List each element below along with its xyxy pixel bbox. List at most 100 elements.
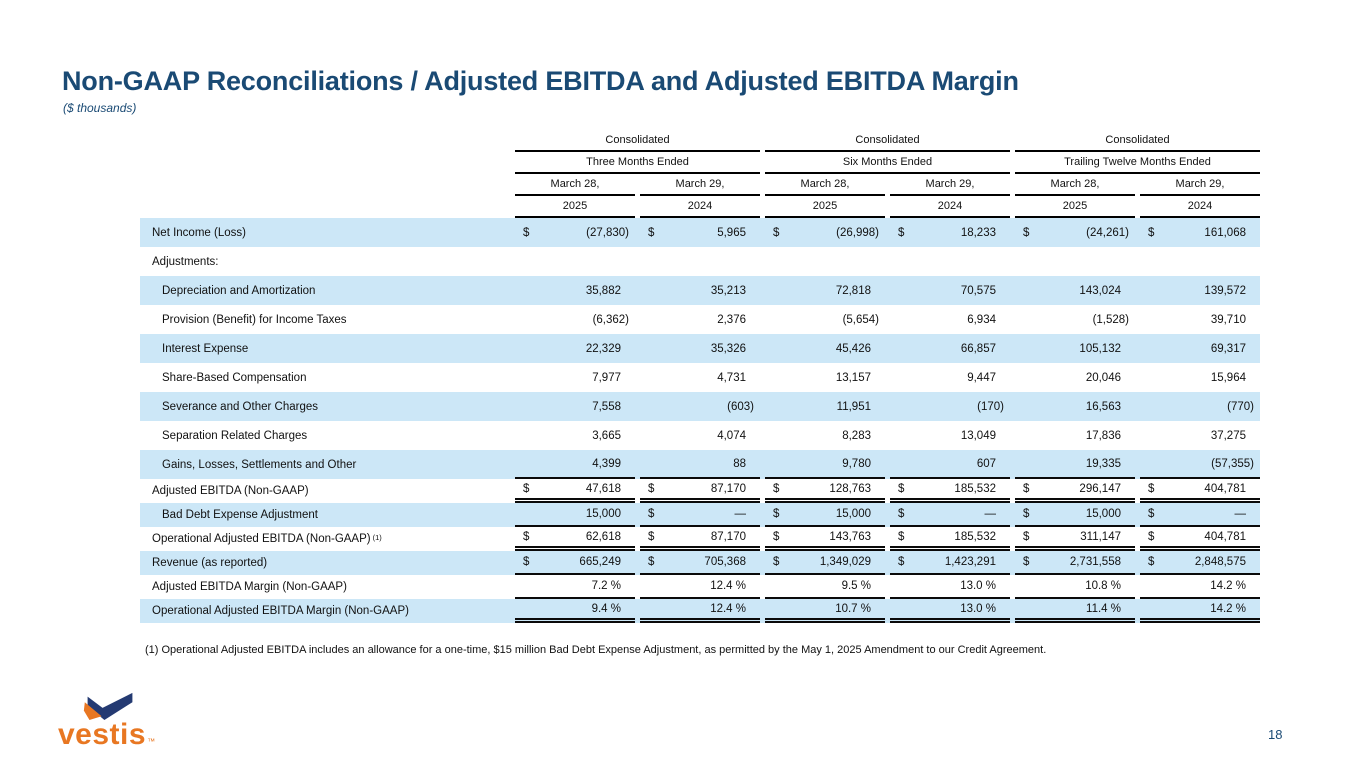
dollar-sign: $	[773, 508, 780, 520]
value-cell: 143,024	[1015, 276, 1135, 305]
header-row: Consolidated Consolidated Consolidated	[140, 130, 1260, 152]
cell-value: 18,233	[960, 226, 996, 239]
reconciliation-table: Consolidated Consolidated Consolidated Thre…	[140, 130, 1260, 623]
value-cell: 11.4 %	[1015, 599, 1135, 623]
cell-value: 665,249	[579, 556, 621, 568]
cell-value: (6,362)	[592, 313, 629, 326]
cell-value: 88	[733, 457, 746, 470]
cell-value: 11,951	[836, 400, 871, 413]
table-row: Separation Related Charges 3,665 4,074 8,28…	[140, 421, 1260, 450]
cell-value: 15,000	[1085, 508, 1121, 520]
value-cell: 70,575	[890, 276, 1010, 305]
table-row: Interest Expense 22,329 35,326 45,426 66,857…	[140, 334, 1260, 363]
cell-value: 13,157	[835, 371, 871, 384]
value-cell: 37,275	[1140, 421, 1260, 450]
value-cell: 10.8 %	[1015, 575, 1135, 599]
value-cell: 7,977	[515, 363, 635, 392]
group-period-label: Six Months Ended	[765, 152, 1010, 174]
cell-value: 8,283	[842, 429, 871, 442]
cell-value: 11.4 %	[1086, 602, 1121, 615]
cell-value: 35,326	[710, 342, 746, 355]
units-subtitle: ($ thousands)	[63, 101, 137, 115]
header-row: Three Months Ended Six Months Ended Traili…	[140, 152, 1260, 174]
cell-value: 404,781	[1204, 530, 1246, 543]
cell-value: 19,335	[1085, 457, 1121, 470]
dollar-sign: $	[1023, 226, 1030, 239]
value-cell: $ (26,998)	[765, 218, 885, 247]
cell-value: 9,780	[842, 457, 871, 470]
cell-value: 87,170	[710, 482, 746, 495]
cell-value: 4,074	[717, 429, 746, 442]
cell-value: (1,528)	[1092, 313, 1129, 326]
table-header: Consolidated Consolidated Consolidated Thre…	[140, 130, 1260, 218]
value-cell: 4,399	[515, 450, 635, 479]
group-region-label: Consolidated	[1015, 130, 1260, 152]
row-label: Operational Adjusted EBITDA (Non-GAAP) (1…	[152, 532, 382, 546]
date-header: March 28,	[515, 174, 635, 196]
row-label: Bad Debt Expense Adjustment	[162, 509, 318, 521]
value-cell: $ (27,830)	[515, 218, 635, 247]
value-cell: $47,618	[515, 479, 635, 503]
cell-value: 5,965	[717, 226, 746, 239]
cell-value: 45,426	[835, 342, 871, 355]
value-cell: $ —	[1140, 503, 1260, 527]
header-spacer	[140, 130, 515, 152]
cell-value: 9,447	[967, 371, 996, 384]
row-label: Severance and Other Charges	[162, 400, 318, 413]
dollar-sign: $	[523, 556, 530, 568]
cell-value: 35,882	[585, 284, 621, 297]
row-label: Adjustments:	[152, 255, 219, 268]
row-label: Provision (Benefit) for Income Taxes	[162, 313, 347, 326]
value-cell: $185,532	[890, 479, 1010, 503]
value-cell: (57,355)	[1140, 450, 1260, 479]
cell-value: 1,349,029	[819, 556, 871, 568]
footnote: (1) Operational Adjusted EBITDA includes…	[145, 644, 1047, 656]
value-cell: 20,046	[1015, 363, 1135, 392]
year-header: 2025	[515, 196, 635, 218]
value-cell: 35,882	[515, 276, 635, 305]
cell-value: 7.2 %	[591, 580, 621, 592]
cell-value: 128,763	[829, 482, 871, 495]
dollar-sign: $	[1023, 556, 1030, 568]
value-cell: $18,233	[890, 218, 1010, 247]
table-row: Gains, Losses, Settlements and Other 4,39…	[140, 450, 1260, 479]
header-spacer	[140, 196, 515, 218]
value-cell: 607	[890, 450, 1010, 479]
year-header: 2024	[1140, 196, 1260, 218]
date-header: March 29,	[1140, 174, 1260, 196]
value-cell: $62,618	[515, 527, 635, 551]
cell-value: 15,000	[835, 508, 871, 520]
table-row: Depreciation and Amortization 35,882 35,21…	[140, 276, 1260, 305]
value-cell: 9.4 %	[515, 599, 635, 623]
value-cell: 39,710	[1140, 305, 1260, 334]
cell-value: 14.2 %	[1210, 602, 1246, 615]
value-cell: 13.0 %	[890, 575, 1010, 599]
cell-value: (170)	[977, 400, 1004, 413]
cell-value: 16,563	[1085, 400, 1121, 413]
value-cell: (6,362)	[515, 305, 635, 334]
value-cell: 45,426	[765, 334, 885, 363]
cell-value: 105,132	[1079, 342, 1121, 355]
value-cell: (5,654)	[765, 305, 885, 334]
table-row: Adjusted EBITDA (Non-GAAP) $47,618 $87,170…	[140, 479, 1260, 503]
cell-value: (24,261)	[1086, 226, 1129, 239]
row-label: Net Income (Loss)	[152, 226, 246, 239]
dollar-sign: $	[1023, 508, 1030, 520]
value-cell: 7.2 %	[515, 575, 635, 599]
cell-value: 87,170	[710, 530, 746, 543]
dollar-sign: $	[648, 226, 655, 239]
row-label: Interest Expense	[162, 342, 249, 355]
cell-value: 311,147	[1080, 530, 1121, 543]
value-cell: $15,000	[765, 503, 885, 527]
value-cell: 14.2 %	[1140, 599, 1260, 623]
table-row: Adjustments:	[140, 247, 1260, 276]
cell-value: 185,532	[954, 482, 996, 495]
cell-value: —	[984, 508, 997, 520]
cell-value: 15,000	[585, 508, 621, 520]
value-cell: (603)	[640, 392, 760, 421]
cell-value: 62,618	[585, 530, 621, 543]
value-cell: (170)	[890, 392, 1010, 421]
value-cell: 9,780	[765, 450, 885, 479]
value-cell: 9.5 %	[765, 575, 885, 599]
cell-value: 143,763	[829, 530, 871, 543]
